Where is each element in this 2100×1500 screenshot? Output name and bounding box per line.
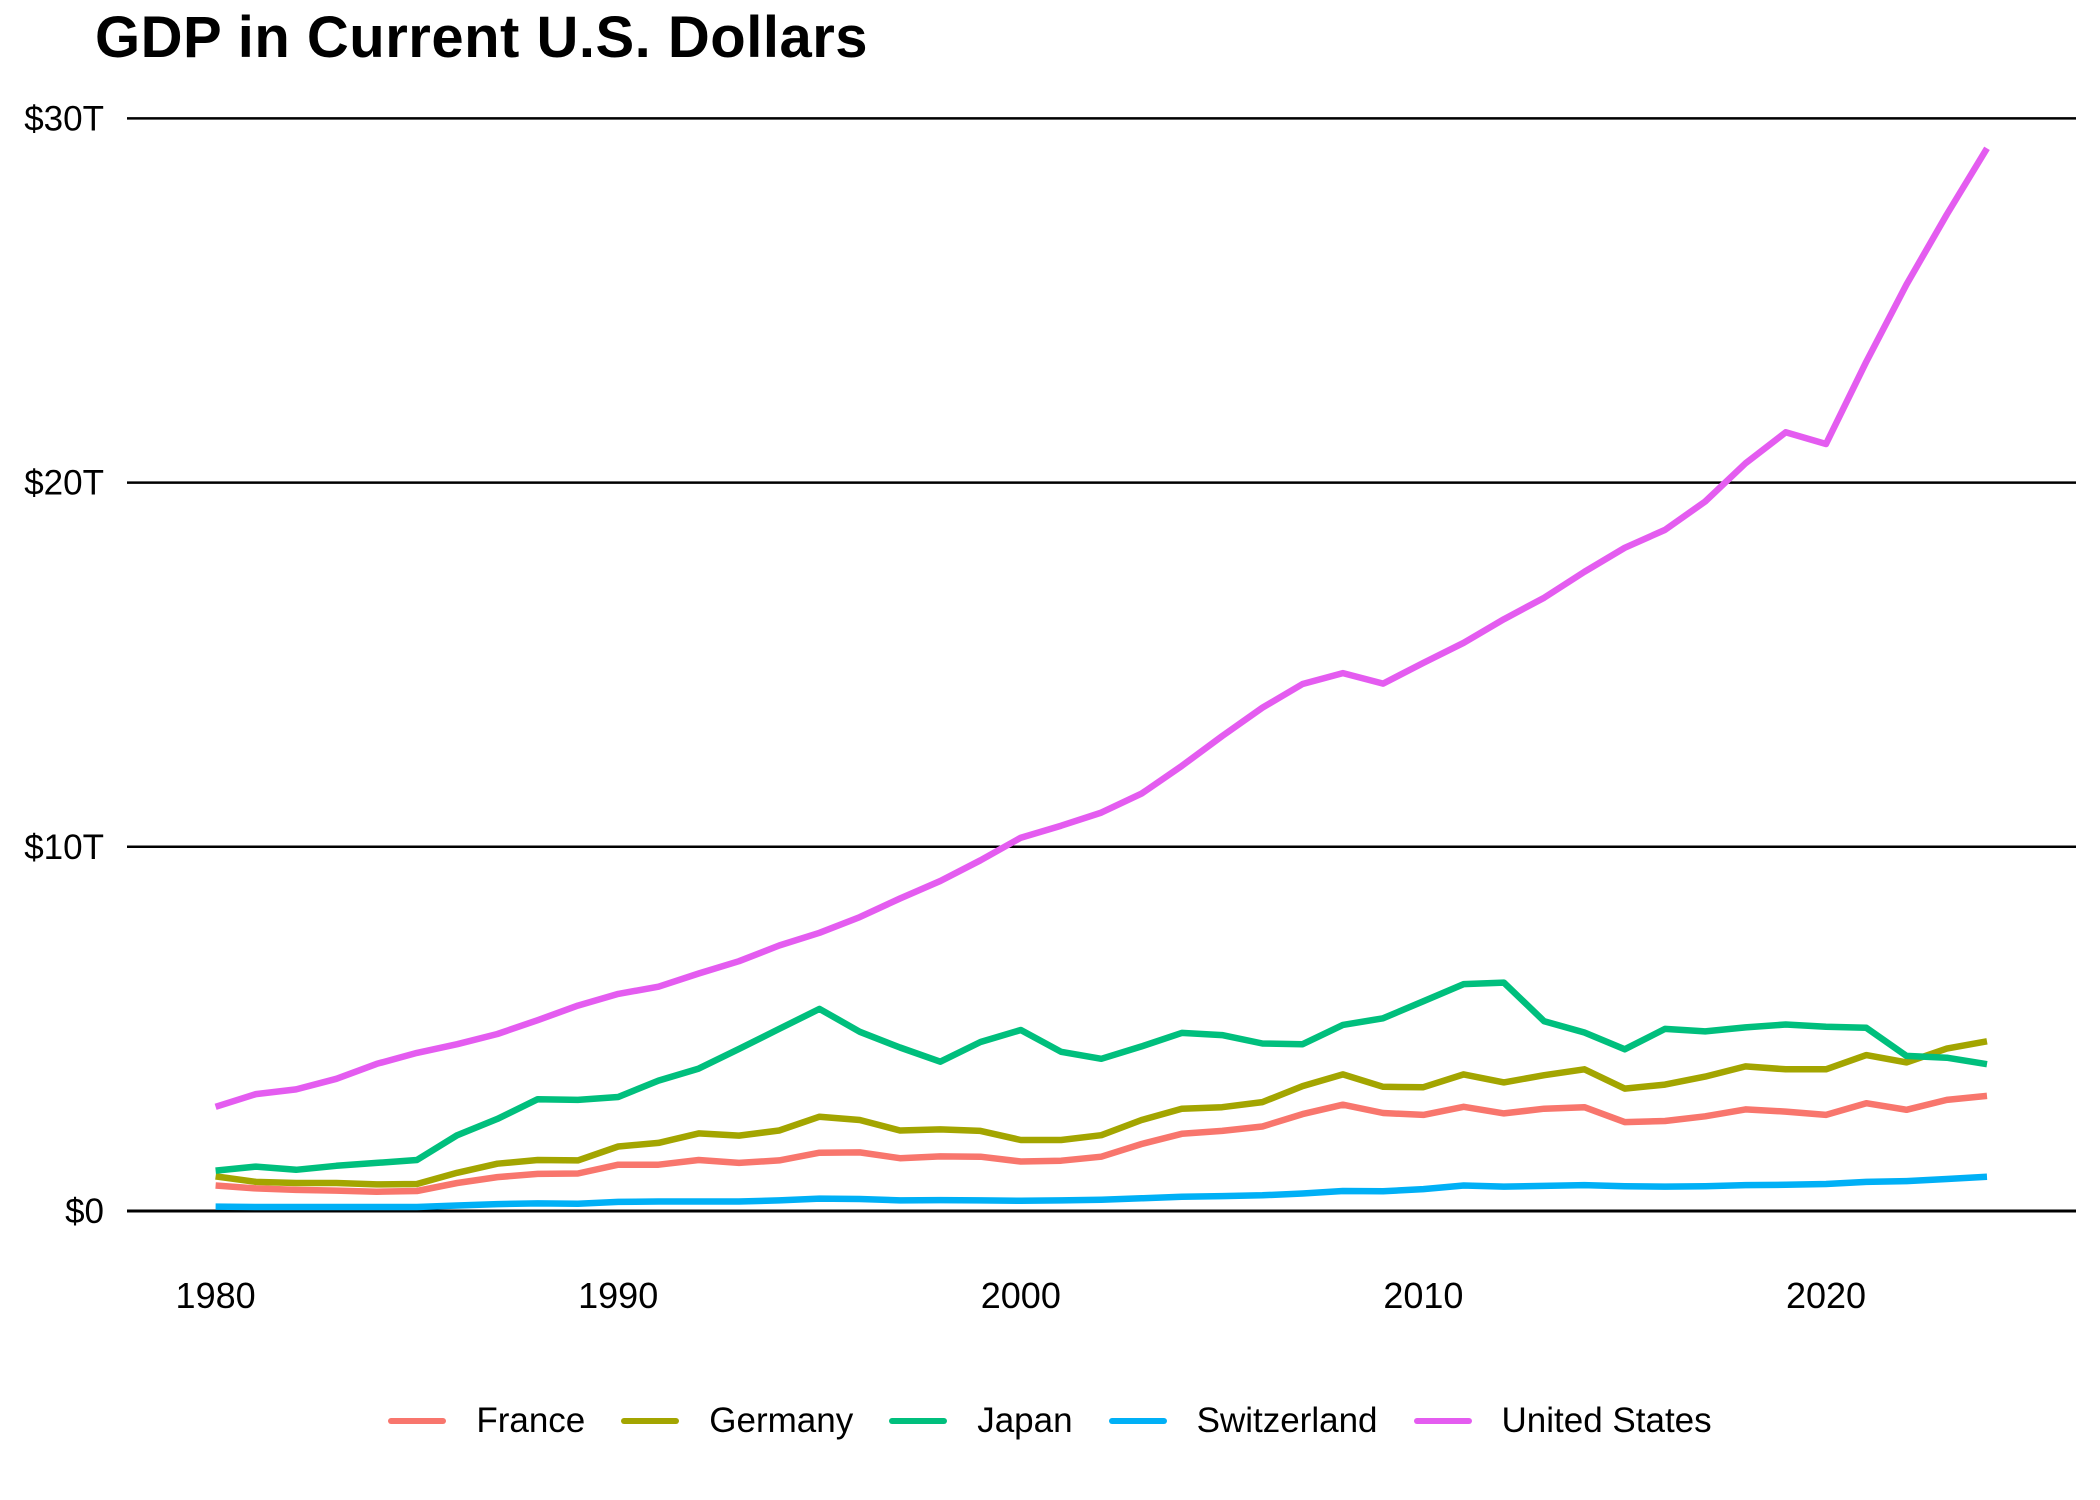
legend-swatch-switzerland (1108, 1418, 1167, 1424)
legend-item-japan: Japan (889, 1401, 1073, 1441)
x-tick-label-1990: 1990 (578, 1275, 658, 1316)
y-tick-label-20t: $20T (24, 464, 104, 503)
series-line-switzerland (215, 1173, 1988, 1211)
legend-item-switzerland: Switzerland (1108, 1401, 1378, 1441)
legend-item-germany: Germany (621, 1401, 853, 1441)
legend-item-france: France (388, 1401, 585, 1441)
legend-swatch-united-states (1413, 1418, 1472, 1424)
legend-label-united-states: United States (1501, 1401, 1712, 1440)
legend-swatch-japan (889, 1418, 948, 1424)
x-tick-label-1980: 1980 (176, 1275, 256, 1316)
legend-swatch-france (388, 1418, 447, 1424)
legend-label-japan: Japan (977, 1401, 1073, 1440)
chart-title: GDP in Current U.S. Dollars (95, 5, 869, 70)
legend-item-united-states: United States (1413, 1401, 1712, 1441)
legend-label-germany: Germany (709, 1401, 854, 1440)
series-line-united-states (214, 146, 1990, 1110)
y-tick-label-0t: $0 (65, 1192, 104, 1231)
x-tick-label-2010: 2010 (1383, 1275, 1463, 1316)
series-line-germany (215, 1038, 1988, 1188)
legend: France Germany Japan Switzerland United Stat… (0, 1392, 2100, 1450)
x-tick-label-2000: 2000 (981, 1275, 1061, 1316)
legend-swatch-germany (621, 1418, 680, 1424)
legend-label-switzerland: Switzerland (1196, 1401, 1378, 1440)
legend-label-france: France (476, 1401, 586, 1440)
x-tick-label-2020: 2020 (1786, 1275, 1866, 1316)
y-tick-label-30t: $30T (24, 99, 104, 138)
y-tick-label-10t: $10T (24, 828, 104, 867)
series-line-japan (215, 979, 1988, 1174)
series-line-france (215, 1092, 1988, 1195)
